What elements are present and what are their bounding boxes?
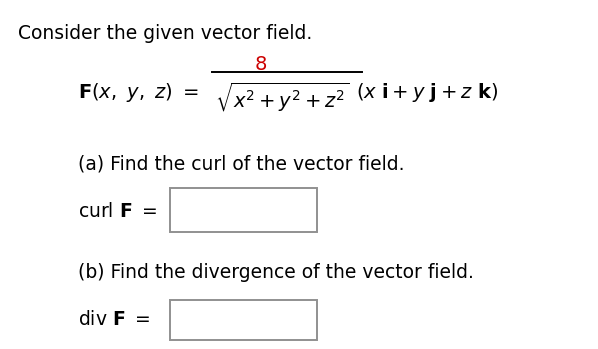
Bar <box>170 188 317 232</box>
Text: curl $\mathbf{F}\ =$: curl $\mathbf{F}\ =$ <box>78 202 157 221</box>
Text: $\sqrt{x^2+y^2+z^2}$: $\sqrt{x^2+y^2+z^2}$ <box>215 81 349 114</box>
Text: Consider the given vector field.: Consider the given vector field. <box>18 24 312 43</box>
Text: $(x\ \mathbf{i}+y\ \mathbf{j}+z\ \mathbf{k})$: $(x\ \mathbf{i}+y\ \mathbf{j}+z\ \mathbf… <box>356 81 498 104</box>
Text: $8$: $8$ <box>254 55 267 74</box>
Text: (b) Find the divergence of the vector field.: (b) Find the divergence of the vector fi… <box>78 263 474 282</box>
Text: $\mathbf{F}(x,\ y,\ z)\ =$: $\mathbf{F}(x,\ y,\ z)\ =$ <box>78 81 199 104</box>
Bar <box>170 300 317 340</box>
Text: (a) Find the curl of the vector field.: (a) Find the curl of the vector field. <box>78 155 404 173</box>
Text: div $\mathbf{F}\ =$: div $\mathbf{F}\ =$ <box>78 310 150 329</box>
